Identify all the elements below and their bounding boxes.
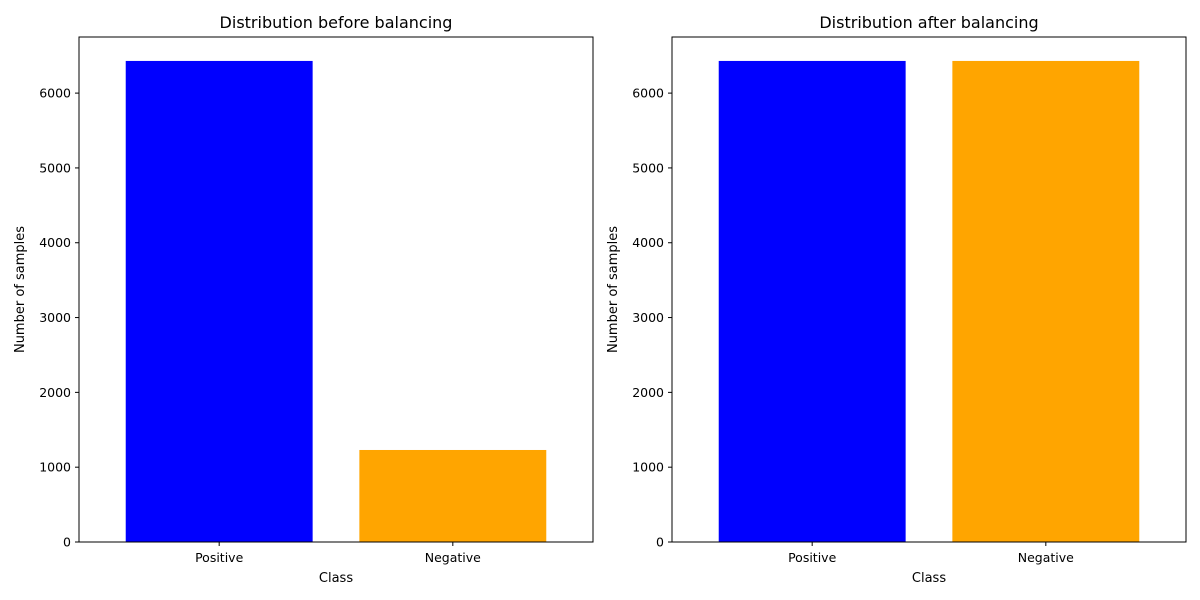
y-tick-label: 0 (656, 535, 664, 550)
x-tick-label: Positive (788, 550, 836, 565)
y-ticks: 0 1000 2000 3000 4000 5000 6000 (632, 86, 672, 550)
y-tick-label: 0 (63, 535, 71, 550)
x-axis-label: Class (319, 571, 353, 586)
chart-before-balancing: Distribution before balancing Class Numb… (13, 13, 594, 586)
chart-after-balancing: Distribution after balancing Class Numbe… (606, 13, 1187, 586)
bar-negative (952, 60, 1140, 543)
chart-title: Distribution before balancing (220, 13, 453, 32)
y-axis-label: Number of samples (606, 226, 621, 353)
x-axis-label: Class (912, 571, 946, 586)
x-tick-label: Negative (1018, 550, 1074, 565)
x-tick-label: Positive (195, 550, 243, 565)
y-tick-label: 5000 (39, 160, 71, 175)
y-tick-label: 6000 (632, 86, 664, 101)
y-tick-label: 5000 (632, 160, 664, 175)
bar-negative (359, 449, 547, 542)
chart-title: Distribution after balancing (819, 13, 1038, 32)
y-tick-label: 2000 (39, 385, 71, 400)
y-tick-label: 2000 (632, 385, 664, 400)
y-tick-label: 6000 (39, 86, 71, 101)
y-axis-label: Number of samples (13, 226, 28, 353)
plot-frame (671, 36, 1187, 543)
bars (718, 60, 1140, 543)
plot-frame (78, 36, 594, 543)
bar-positive (718, 60, 906, 543)
y-tick-label: 1000 (632, 460, 664, 475)
y-ticks: 0 1000 2000 3000 4000 5000 6000 (39, 86, 79, 550)
x-tick-label: Negative (425, 550, 481, 565)
bars (125, 60, 547, 543)
x-ticks: Positive Negative (195, 542, 481, 565)
y-tick-label: 3000 (632, 310, 664, 325)
bar-positive (125, 60, 313, 543)
y-tick-label: 4000 (39, 235, 71, 250)
y-tick-label: 1000 (39, 460, 71, 475)
x-ticks: Positive Negative (788, 542, 1074, 565)
y-tick-label: 3000 (39, 310, 71, 325)
y-tick-label: 4000 (632, 235, 664, 250)
